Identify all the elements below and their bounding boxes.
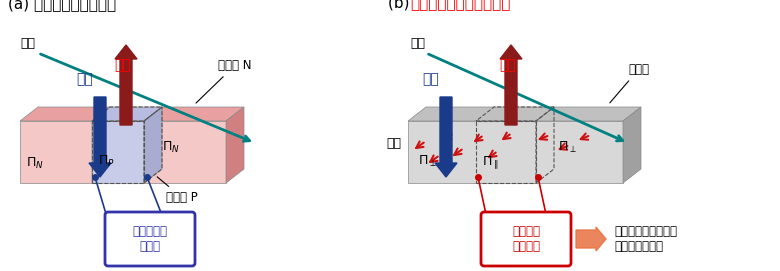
Polygon shape xyxy=(408,107,641,121)
Text: 導電体 N: 導電体 N xyxy=(196,59,251,103)
Polygon shape xyxy=(408,121,623,183)
Text: 磁気的な
仮想接合: 磁気的な 仮想接合 xyxy=(512,225,540,253)
Polygon shape xyxy=(144,107,162,183)
Text: 磁化: 磁化 xyxy=(386,137,401,150)
FancyArrow shape xyxy=(115,45,137,125)
Text: (b): (b) xyxy=(388,0,414,11)
Polygon shape xyxy=(623,107,641,183)
Polygon shape xyxy=(92,107,162,121)
Text: 異方性磁気ペルチェ効果: 異方性磁気ペルチェ効果 xyxy=(410,0,510,11)
FancyBboxPatch shape xyxy=(481,212,571,266)
Text: $\Pi_{\perp}$: $\Pi_{\perp}$ xyxy=(558,140,577,155)
Text: 電流: 電流 xyxy=(410,37,425,50)
FancyArrow shape xyxy=(435,97,457,177)
Text: 異なる物質
の接合: 異なる物質 の接合 xyxy=(133,225,168,253)
Text: 電流: 電流 xyxy=(20,37,35,50)
Text: $\Pi_N$: $\Pi_N$ xyxy=(26,156,44,171)
Text: $\Pi_N$: $\Pi_N$ xyxy=(162,140,180,155)
FancyArrow shape xyxy=(576,227,606,251)
Text: 吸熱: 吸熱 xyxy=(422,72,438,86)
FancyArrow shape xyxy=(500,45,522,125)
Text: $\Pi_{\perp}$: $\Pi_{\perp}$ xyxy=(418,154,437,169)
Text: 物質界面が無くても
電子冷却可能に: 物質界面が無くても 電子冷却可能に xyxy=(614,225,677,253)
Text: 発熱: 発熱 xyxy=(114,58,131,72)
Text: 発熱: 発熱 xyxy=(499,58,516,72)
Text: 吸熱: 吸熱 xyxy=(76,72,93,86)
Polygon shape xyxy=(20,107,110,121)
Text: $\Pi_P$: $\Pi_P$ xyxy=(98,154,115,169)
Text: 磁性体: 磁性体 xyxy=(610,63,649,103)
Polygon shape xyxy=(92,121,144,183)
Text: $\Pi_{\parallel}$: $\Pi_{\parallel}$ xyxy=(482,154,498,171)
Polygon shape xyxy=(226,107,244,183)
Text: (a) 従来のペルチェ効果: (a) 従来のペルチェ効果 xyxy=(8,0,116,11)
FancyArrow shape xyxy=(89,97,111,177)
Polygon shape xyxy=(144,121,226,183)
Polygon shape xyxy=(20,121,92,183)
Polygon shape xyxy=(144,107,244,121)
Polygon shape xyxy=(92,107,110,183)
FancyBboxPatch shape xyxy=(105,212,195,266)
Text: 導電体 P: 導電体 P xyxy=(157,177,198,204)
